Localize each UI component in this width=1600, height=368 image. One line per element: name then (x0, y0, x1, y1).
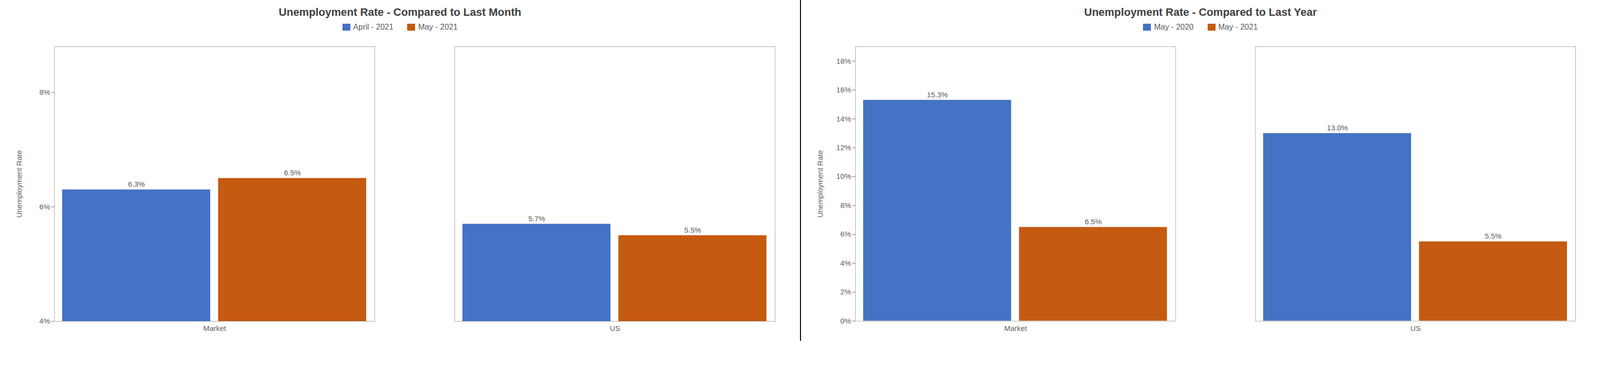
svg-text:16%: 16% (836, 85, 851, 94)
svg-text:14%: 14% (836, 114, 851, 123)
svg-text:Market: Market (1004, 323, 1028, 333)
svg-text:6.3%: 6.3% (127, 179, 145, 189)
html-text:May - 2021: May - 2021 (418, 22, 458, 32)
svg-text:18%: 18% (836, 56, 851, 66)
svg-text:5.7%: 5.7% (528, 214, 545, 223)
svg-text:6.5%: 6.5% (283, 168, 301, 177)
html-text:Unemployment Rate - Compared t: Unemployment Rate - Compared to Last Yea… (1084, 5, 1317, 19)
svg-text:Unemployment Rate: Unemployment Rate (815, 150, 825, 218)
svg-text:15.3%: 15.3% (926, 90, 949, 99)
svg-text:12%: 12% (836, 143, 851, 152)
svg-text:5.5%: 5.5% (1485, 231, 1502, 240)
html-text:Unemployment Rate - Compared t: Unemployment Rate - Compared to Last Mon… (278, 5, 522, 19)
svg-text:4%: 4% (39, 316, 51, 325)
svg-text:8%: 8% (840, 200, 852, 210)
svg-text:Unemployment Rate: Unemployment Rate (14, 150, 24, 218)
svg-text:6%: 6% (840, 229, 852, 238)
svg-text:4%: 4% (840, 258, 852, 267)
svg-text:US: US (1410, 323, 1421, 333)
svg-text:0%: 0% (840, 316, 852, 325)
svg-text:6.5%: 6.5% (1084, 217, 1102, 226)
html-text:May - 2020: May - 2020 (1154, 22, 1194, 32)
svg-text:8%: 8% (39, 87, 51, 97)
svg-text:Market: Market (203, 323, 227, 333)
svg-text:13.0%: 13.0% (1327, 123, 1348, 132)
svg-text:2%: 2% (840, 287, 852, 296)
html-text:May - 2021: May - 2021 (1218, 22, 1258, 32)
svg-text:6%: 6% (39, 202, 51, 211)
svg-text:US: US (609, 323, 621, 333)
svg-text:10%: 10% (836, 171, 851, 181)
svg-text:5.5%: 5.5% (684, 225, 701, 234)
html-text:April - 2021: April - 2021 (353, 22, 394, 32)
